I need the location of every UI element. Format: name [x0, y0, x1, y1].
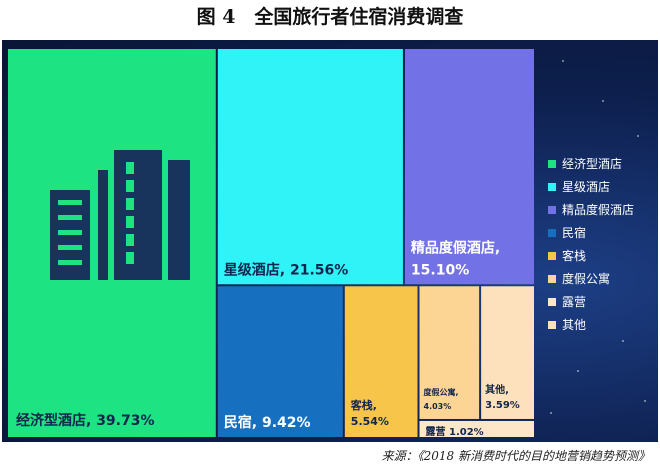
- source-note: 来源：《2018 新消费时代的目的地营销趋势预测》: [381, 449, 650, 463]
- treemap-label-4: 客栈,: [350, 398, 377, 412]
- legend-swatch: [548, 274, 556, 283]
- treemap-label-2: 精品度假酒店,: [411, 239, 500, 256]
- treemap-label-4: 5.54%: [351, 415, 389, 428]
- legend-label: 民宿: [562, 226, 587, 240]
- treemap-tile-2: [404, 49, 534, 285]
- treemap-label-6: 3.59%: [485, 400, 520, 411]
- legend-swatch: [548, 182, 556, 191]
- treemap-chart: 经济型酒店, 39.73% 星级酒店, 21.56% 精品度假酒店, 15.10% 民宿…: [8, 49, 534, 438]
- legend-item-4: 客栈: [548, 244, 656, 267]
- treemap-tile-3: [217, 286, 343, 437]
- legend-item-2: 精品度假酒店: [548, 198, 656, 221]
- treemap-label-2: 15.10%: [411, 262, 469, 278]
- legend-item-5: 度假公寓: [548, 267, 656, 290]
- treemap-tile-4: [344, 286, 418, 437]
- legend-swatch: [548, 159, 556, 168]
- legend-item-7: 其他: [548, 313, 656, 336]
- treemap-tile-7: [419, 420, 534, 437]
- legend-item-3: 民宿: [548, 221, 656, 244]
- legend-label: 客栈: [562, 249, 587, 263]
- treemap-tile-6: [481, 286, 534, 419]
- legend-item-1: 星级酒店: [548, 175, 656, 198]
- treemap-label-5: 度假公寓,: [424, 387, 459, 397]
- legend-swatch: [548, 320, 556, 329]
- chart-panel: 经济型酒店, 39.73% 星级酒店, 21.56% 精品度假酒店, 15.10% 民宿…: [2, 40, 658, 442]
- legend-label: 露营: [562, 295, 587, 309]
- legend-label: 度假公寓: [562, 272, 611, 286]
- legend-label: 经济型酒店: [562, 157, 623, 171]
- figure-title: 图 4 全国旅行者住宿消费调查: [196, 6, 464, 28]
- building-icon: [50, 150, 190, 280]
- treemap-label-5: 4.03%: [424, 402, 452, 411]
- chart-legend: 经济型酒店 星级酒店 精品度假酒店 民宿 客栈 度假公寓 露营 其他: [548, 152, 656, 336]
- treemap-tile-1: [217, 49, 403, 285]
- legend-item-0: 经济型酒店: [548, 152, 656, 175]
- treemap-label-7: 露营 1.02%: [426, 425, 484, 438]
- legend-swatch: [548, 228, 556, 237]
- legend-label: 精品度假酒店: [562, 203, 635, 217]
- legend-label: 星级酒店: [562, 180, 611, 194]
- treemap-label-0: 经济型酒店, 39.73%: [16, 412, 155, 429]
- legend-label: 其他: [562, 318, 587, 332]
- treemap-label-3: 民宿, 9.42%: [224, 414, 311, 431]
- legend-swatch: [548, 251, 556, 260]
- legend-item-6: 露营: [548, 290, 656, 313]
- treemap-label-6: 其他,: [485, 383, 509, 396]
- legend-swatch: [548, 297, 556, 306]
- legend-swatch: [548, 205, 556, 214]
- treemap-label-1: 星级酒店, 21.56%: [224, 261, 349, 278]
- treemap-tile-5: [419, 286, 480, 419]
